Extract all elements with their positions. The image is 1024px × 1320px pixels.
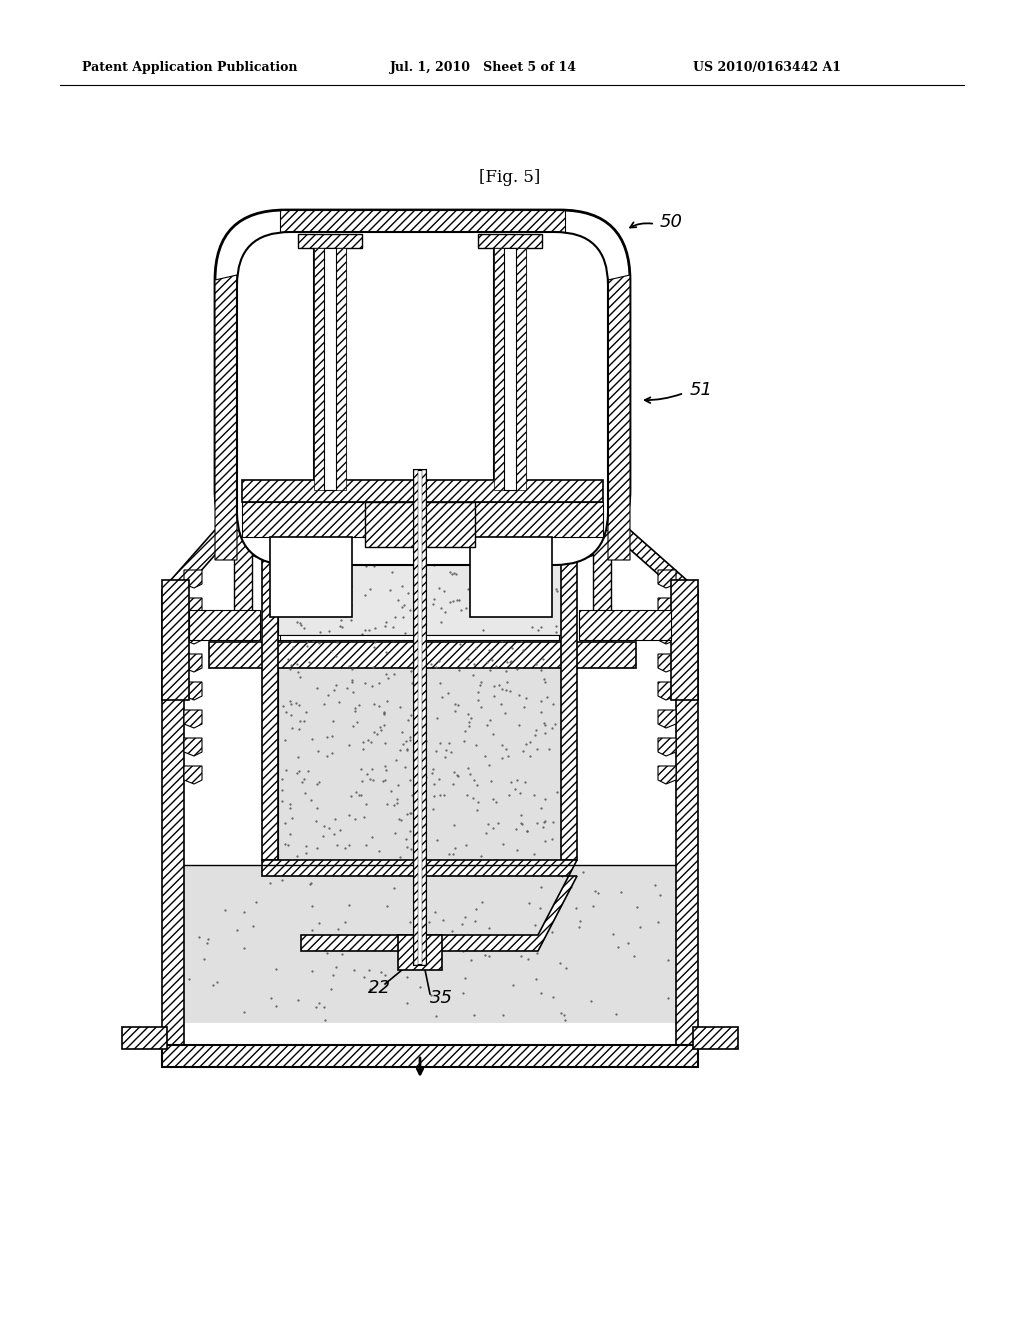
Polygon shape <box>676 590 698 1045</box>
Polygon shape <box>280 210 565 232</box>
Polygon shape <box>470 502 603 537</box>
FancyBboxPatch shape <box>237 232 608 565</box>
Polygon shape <box>561 540 577 861</box>
Polygon shape <box>209 642 636 668</box>
Polygon shape <box>184 682 202 700</box>
Bar <box>470 537 552 616</box>
Polygon shape <box>658 570 676 587</box>
Polygon shape <box>398 935 442 970</box>
Polygon shape <box>162 579 189 700</box>
Text: [Fig. 5]: [Fig. 5] <box>479 169 541 186</box>
Polygon shape <box>162 590 184 1045</box>
Bar <box>324 248 336 490</box>
Bar <box>280 635 559 640</box>
Polygon shape <box>658 710 676 729</box>
Polygon shape <box>234 531 252 649</box>
Polygon shape <box>122 1027 167 1049</box>
Polygon shape <box>184 626 202 644</box>
Polygon shape <box>184 710 202 729</box>
Bar <box>184 865 676 1023</box>
Text: Jul. 1, 2010   Sheet 5 of 14: Jul. 1, 2010 Sheet 5 of 14 <box>390 62 577 74</box>
Bar <box>314 248 324 490</box>
Polygon shape <box>579 610 671 640</box>
Polygon shape <box>608 531 698 590</box>
Polygon shape <box>593 531 611 649</box>
Polygon shape <box>184 653 202 672</box>
Polygon shape <box>215 275 237 560</box>
Bar <box>414 470 418 965</box>
Polygon shape <box>658 738 676 756</box>
Polygon shape <box>262 540 278 861</box>
Text: 22: 22 <box>368 979 391 997</box>
Polygon shape <box>671 579 698 700</box>
Text: 50: 50 <box>660 213 683 231</box>
Polygon shape <box>262 861 577 950</box>
Polygon shape <box>298 234 362 248</box>
Bar <box>494 248 504 490</box>
Polygon shape <box>478 234 542 248</box>
Polygon shape <box>242 502 370 537</box>
Polygon shape <box>658 682 676 700</box>
Polygon shape <box>184 570 202 587</box>
Polygon shape <box>162 531 237 590</box>
Polygon shape <box>658 653 676 672</box>
Bar <box>504 248 516 490</box>
Polygon shape <box>658 598 676 616</box>
Bar <box>278 540 561 635</box>
Bar <box>270 537 352 616</box>
Polygon shape <box>184 598 202 616</box>
Bar <box>414 470 426 965</box>
Polygon shape <box>658 626 676 644</box>
Polygon shape <box>658 766 676 784</box>
Bar <box>278 640 561 861</box>
Bar <box>314 248 346 490</box>
Bar <box>422 470 426 965</box>
Polygon shape <box>189 610 260 640</box>
Polygon shape <box>608 275 630 560</box>
Polygon shape <box>184 766 202 784</box>
Bar <box>336 248 346 490</box>
Text: Patent Application Publication: Patent Application Publication <box>82 62 298 74</box>
FancyBboxPatch shape <box>215 210 630 560</box>
Bar <box>516 248 526 490</box>
Polygon shape <box>162 1045 698 1067</box>
Polygon shape <box>242 480 603 502</box>
Bar <box>494 248 526 490</box>
Text: US 2010/0163442 A1: US 2010/0163442 A1 <box>693 62 841 74</box>
Polygon shape <box>693 1027 738 1049</box>
Polygon shape <box>184 738 202 756</box>
Polygon shape <box>365 502 475 546</box>
Text: 35: 35 <box>430 989 453 1007</box>
Text: 51: 51 <box>690 381 713 399</box>
